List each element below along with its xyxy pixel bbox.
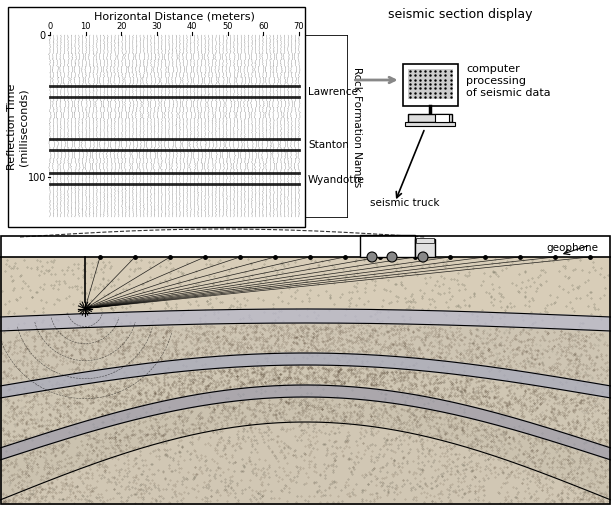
Circle shape bbox=[418, 252, 428, 263]
Bar bbox=[408, 70, 453, 100]
Text: Rock Formation Names: Rock Formation Names bbox=[352, 67, 362, 187]
Text: 60: 60 bbox=[258, 22, 269, 31]
Bar bbox=[408, 115, 452, 123]
Bar bbox=[360, 235, 415, 258]
Text: Reflection Time
(milliseconds): Reflection Time (milliseconds) bbox=[7, 84, 29, 170]
Text: computer
processing
of seismic data: computer processing of seismic data bbox=[466, 64, 551, 97]
Bar bbox=[416, 238, 434, 243]
Bar bbox=[415, 239, 435, 258]
Text: Stanton: Stanton bbox=[308, 140, 349, 150]
Bar bbox=[435, 115, 449, 123]
Text: Horizontal Distance (meters): Horizontal Distance (meters) bbox=[94, 11, 255, 21]
Text: geophone: geophone bbox=[546, 242, 598, 252]
Text: seismic section display: seismic section display bbox=[388, 8, 532, 21]
Text: 30: 30 bbox=[152, 22, 162, 31]
Circle shape bbox=[367, 252, 377, 263]
Text: 70: 70 bbox=[294, 22, 304, 31]
Text: seismic truck: seismic truck bbox=[370, 197, 440, 208]
Text: 10: 10 bbox=[80, 22, 91, 31]
Bar bbox=[405, 123, 455, 127]
Text: 40: 40 bbox=[187, 22, 197, 31]
Text: 100: 100 bbox=[27, 173, 46, 183]
Bar bbox=[8, 8, 305, 228]
Text: 50: 50 bbox=[222, 22, 233, 31]
Text: 0: 0 bbox=[48, 22, 53, 31]
Text: Wyandotte: Wyandotte bbox=[308, 174, 365, 184]
Text: Lawrence: Lawrence bbox=[308, 87, 358, 97]
Bar bbox=[403, 65, 458, 107]
Text: 0: 0 bbox=[40, 31, 46, 41]
Circle shape bbox=[387, 252, 397, 263]
Bar bbox=[1, 236, 610, 504]
Text: 20: 20 bbox=[116, 22, 126, 31]
